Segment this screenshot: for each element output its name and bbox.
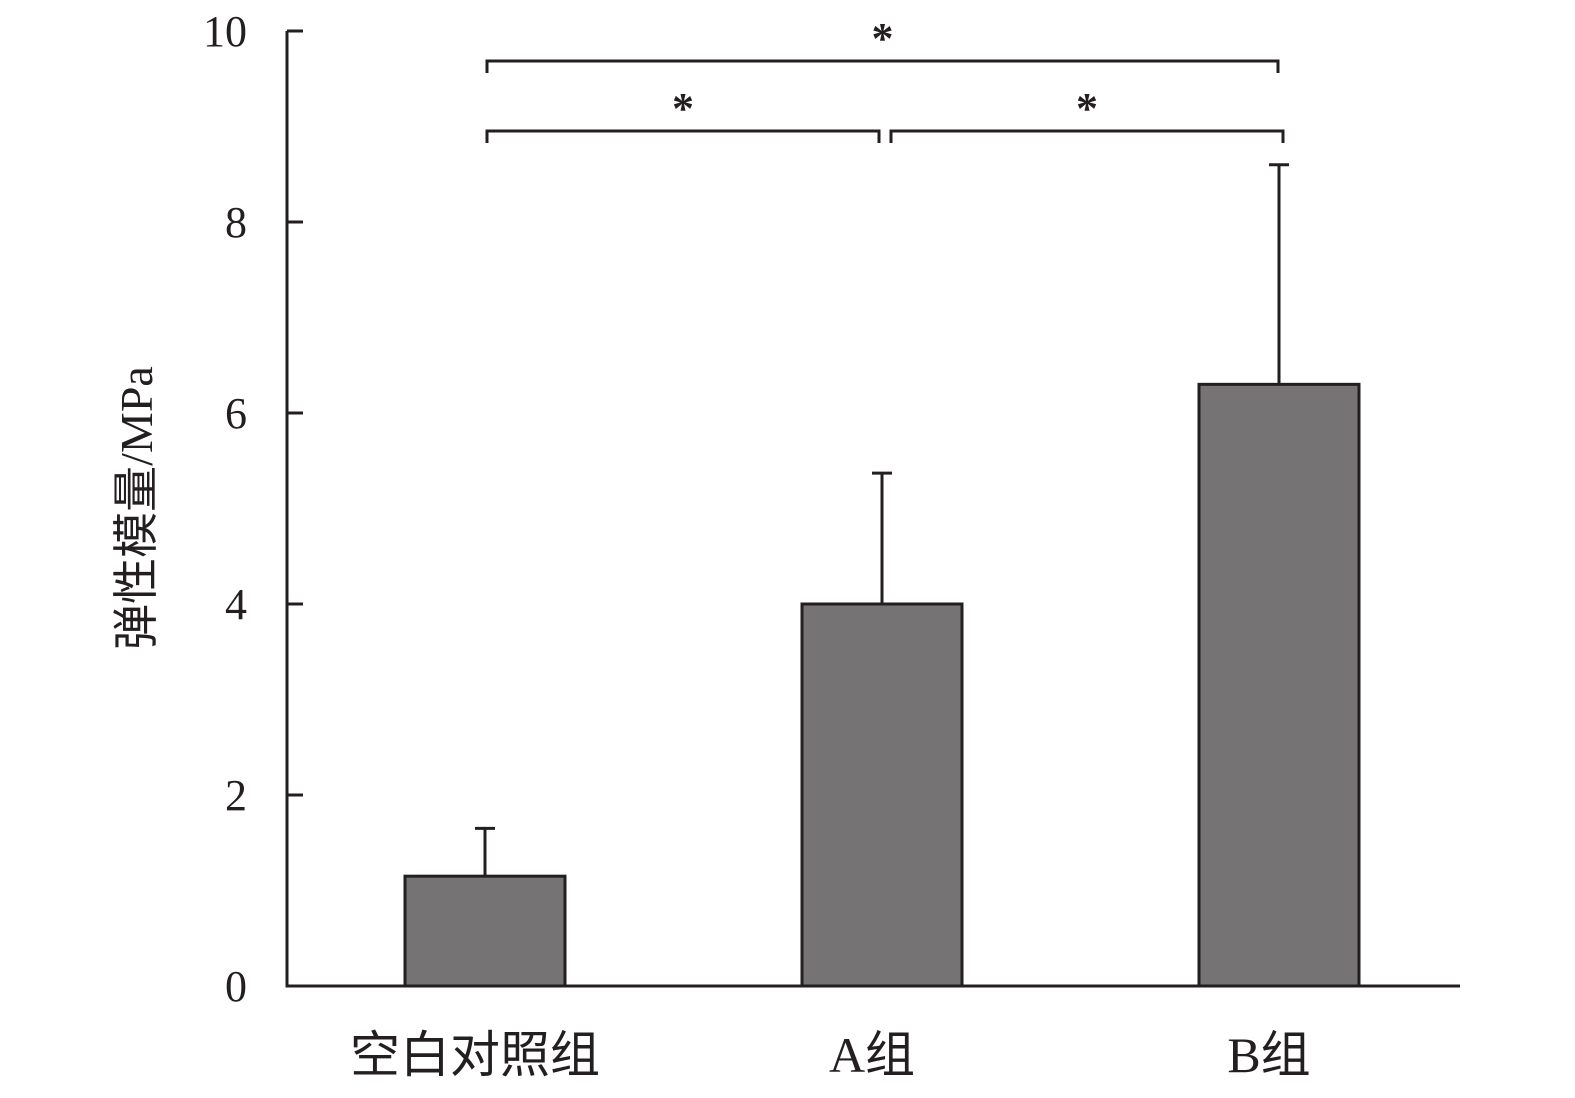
y-tick-label: 2 (225, 771, 247, 820)
significance-star: * (1076, 84, 1098, 133)
y-axis-title: 弹性模量/MPa (111, 366, 162, 650)
bar (403, 874, 567, 988)
y-tick-label: 10 (203, 7, 247, 56)
y-tick-label: 4 (225, 580, 247, 629)
significance-bracket (485, 129, 881, 143)
category-label: A组 (829, 1027, 915, 1083)
bar (800, 602, 964, 988)
y-tick-label: 6 (225, 389, 247, 438)
category-label: 空白对照组 (350, 1027, 600, 1083)
y-tick-label: 8 (225, 198, 247, 247)
category-label: B组 (1227, 1027, 1310, 1083)
significance-star: * (872, 14, 894, 63)
bar (1197, 382, 1361, 988)
significance-bracket (889, 129, 1285, 143)
significance-bracket (485, 59, 1280, 73)
significance-star: * (672, 84, 694, 133)
y-tick-label: 0 (225, 962, 247, 1011)
